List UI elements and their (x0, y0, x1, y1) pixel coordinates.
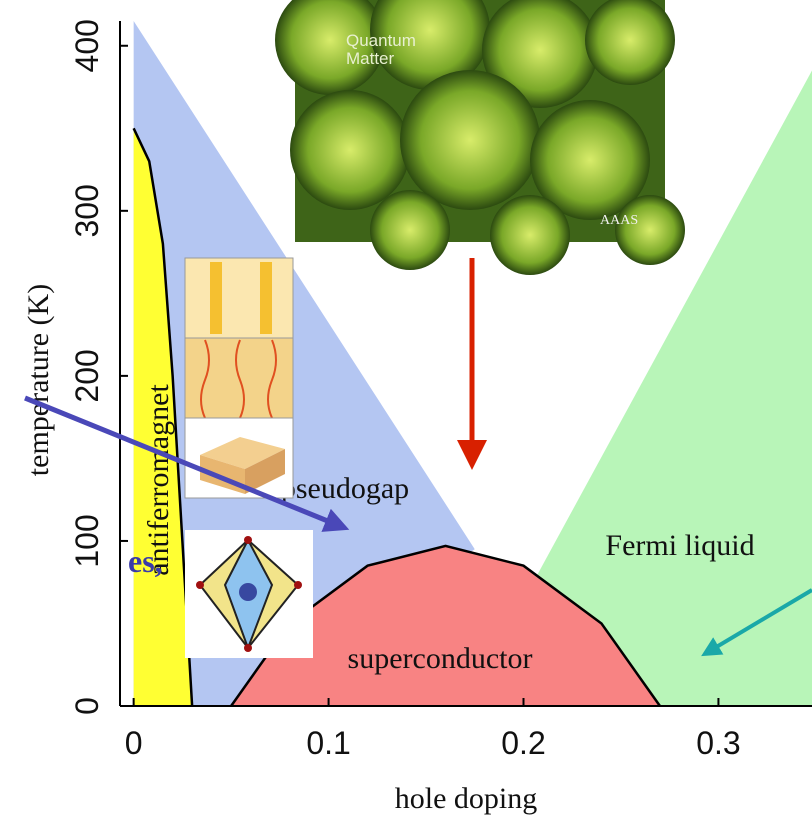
x-tick-label: 0.2 (501, 725, 545, 761)
inset-lattice (185, 530, 313, 658)
cover-brand: AAAS (600, 213, 638, 228)
x-tick-label: 0 (125, 725, 143, 761)
y-tick-label: 100 (69, 514, 105, 567)
chart: pseudogapFermi liquidsuperconductorantif… (0, 0, 812, 819)
region-label: superconductor (348, 642, 533, 675)
region-label: pseudogap (281, 472, 409, 505)
y-tick-label: 400 (69, 19, 105, 72)
cover-title: Matter (346, 49, 395, 68)
inset-stripes (185, 258, 293, 498)
y-tick-label: 300 (69, 184, 105, 237)
cover-image: Quantum Matter AAAS (275, 0, 685, 275)
cover-title: Quantum (346, 31, 416, 50)
x-tick-label: 0.3 (696, 725, 740, 761)
x-axis-label: hole doping (395, 782, 538, 815)
region-label: Fermi liquid (605, 529, 754, 562)
x-tick-label: 0.1 (306, 725, 350, 761)
side-text: es, (128, 543, 163, 579)
y-axis-label: temperature (K) (22, 284, 55, 476)
y-tick-label: 200 (69, 349, 105, 402)
y-tick-label: 0 (69, 697, 105, 715)
page: pseudogapFermi liquidsuperconductorantif… (0, 0, 812, 819)
